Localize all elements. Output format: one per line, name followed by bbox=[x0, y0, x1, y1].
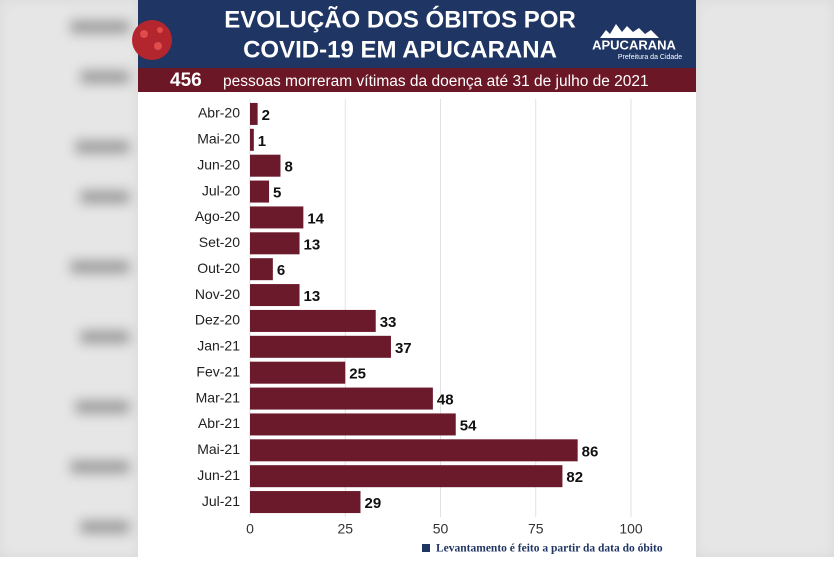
bar bbox=[250, 413, 456, 436]
bar bbox=[250, 465, 563, 488]
y-tick-label: Jul-20 bbox=[202, 182, 240, 198]
y-tick-label: Jan-21 bbox=[197, 338, 240, 354]
value-label: 1 bbox=[258, 133, 266, 150]
title-line: EVOLUÇÃO DOS ÓBITOS POR bbox=[224, 5, 576, 33]
bar bbox=[250, 361, 346, 384]
y-tick-label: Out-20 bbox=[197, 260, 240, 276]
y-tick-label: Mai-21 bbox=[197, 441, 240, 457]
note: Levantamento é feito a partir da data do… bbox=[436, 543, 663, 555]
x-tick-label: 50 bbox=[433, 521, 449, 537]
title-line: COVID-19 EM APUCARANA bbox=[243, 36, 557, 63]
virus-icon bbox=[132, 20, 172, 60]
logo-tagline: Prefeitura da Cidade bbox=[618, 54, 682, 61]
value-label: 33 bbox=[380, 314, 397, 331]
y-tick-label: Nov-20 bbox=[195, 286, 240, 302]
bar bbox=[250, 232, 300, 255]
bar bbox=[250, 387, 433, 410]
y-tick-label: Dez-20 bbox=[195, 312, 240, 328]
y-tick-label: Abr-20 bbox=[198, 105, 240, 121]
bar bbox=[250, 284, 300, 307]
bar bbox=[250, 335, 391, 358]
bar bbox=[250, 439, 578, 462]
value-label: 48 bbox=[437, 392, 454, 409]
panel bbox=[138, 0, 696, 557]
value-label: 2 bbox=[262, 107, 270, 124]
logo-name: APUCARANA bbox=[592, 37, 676, 52]
bar bbox=[250, 180, 270, 203]
y-tick-label: Jun-20 bbox=[197, 156, 240, 172]
subtitle: pessoas morreram vítimas da doença até 3… bbox=[223, 73, 649, 90]
y-tick-label: Mai-20 bbox=[197, 131, 240, 147]
x-tick-label: 100 bbox=[619, 521, 643, 537]
value-label: 6 bbox=[277, 262, 285, 279]
value-label: 13 bbox=[304, 288, 321, 305]
highlight: 456 bbox=[170, 70, 202, 91]
x-tick-label: 75 bbox=[528, 521, 544, 537]
bar bbox=[250, 258, 273, 281]
value-label: 82 bbox=[566, 469, 583, 486]
y-tick-label: Abr-21 bbox=[198, 415, 240, 431]
value-label: 14 bbox=[307, 210, 324, 227]
y-tick-label: Ago-20 bbox=[195, 208, 240, 224]
value-label: 13 bbox=[304, 236, 321, 253]
bar bbox=[250, 154, 281, 177]
value-label: 86 bbox=[582, 443, 599, 460]
value-label: 54 bbox=[460, 417, 477, 434]
y-tick-label: Jun-21 bbox=[197, 467, 240, 483]
y-tick-label: Set-20 bbox=[199, 234, 240, 250]
subtitle-band bbox=[138, 68, 696, 92]
value-label: 29 bbox=[364, 495, 381, 512]
bar bbox=[250, 102, 258, 125]
note-marker bbox=[422, 544, 430, 552]
value-label: 8 bbox=[284, 159, 292, 176]
bar bbox=[250, 206, 304, 229]
y-tick-label: Fev-21 bbox=[196, 363, 240, 379]
bar bbox=[250, 491, 361, 514]
value-label: 5 bbox=[273, 185, 281, 202]
value-label: 25 bbox=[349, 366, 366, 383]
x-tick-label: 25 bbox=[337, 521, 353, 537]
value-label: 37 bbox=[395, 340, 412, 357]
y-tick-label: Jul-21 bbox=[202, 493, 240, 509]
y-tick-label: Mar-21 bbox=[196, 389, 241, 405]
bar bbox=[250, 128, 254, 151]
x-tick-label: 0 bbox=[246, 521, 254, 537]
bar bbox=[250, 309, 376, 332]
logo-skyline bbox=[600, 24, 659, 38]
